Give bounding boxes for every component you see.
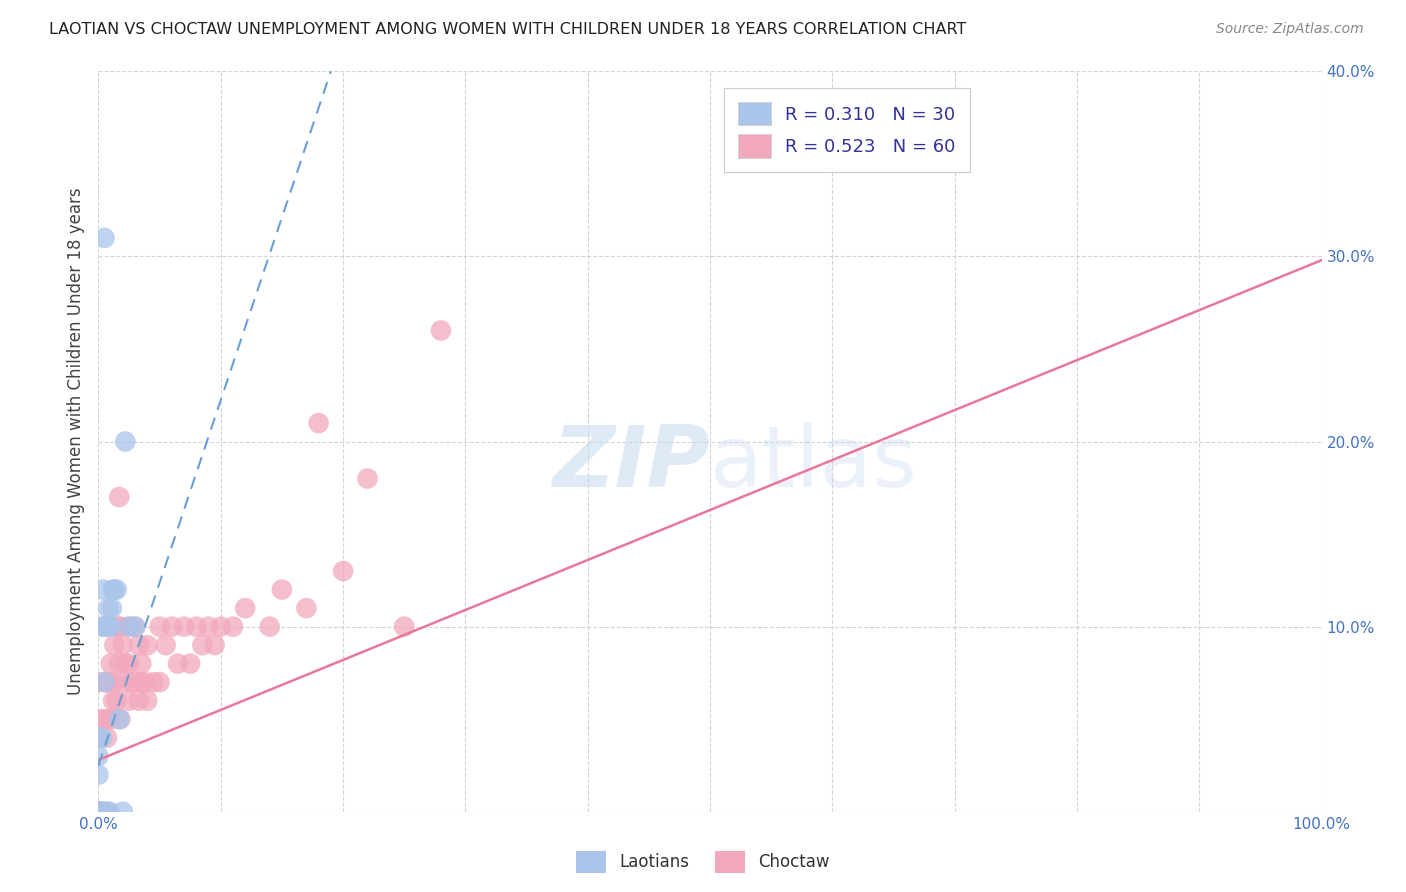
Point (118, 619, 141, 633)
Point (101, 694, 124, 708)
Point (197, 619, 219, 633)
Point (93, 619, 115, 633)
Point (103, 638, 125, 652)
Text: Source: ZipAtlas.com: Source: ZipAtlas.com (1216, 22, 1364, 37)
Point (129, 675, 152, 690)
Point (118, 657, 141, 671)
Point (87, 805, 110, 819)
Point (110, 619, 132, 633)
Point (124, 675, 146, 690)
Point (136, 694, 159, 708)
Point (209, 619, 232, 633)
Point (124, 619, 146, 633)
Point (259, 619, 281, 633)
Point (97, 601, 120, 615)
Legend: R = 0.310   N = 30, R = 0.523   N = 60: R = 0.310 N = 30, R = 0.523 N = 60 (724, 87, 970, 172)
Point (93, 231, 115, 245)
Point (120, 675, 142, 690)
Point (111, 675, 134, 690)
Point (105, 694, 128, 708)
Point (93, 675, 115, 690)
Text: atlas: atlas (710, 422, 918, 505)
Point (101, 601, 124, 615)
Point (136, 638, 159, 652)
Point (332, 564, 354, 578)
Point (111, 638, 134, 652)
Point (430, 324, 453, 338)
Point (97, 712, 120, 726)
Point (110, 712, 132, 726)
Point (108, 490, 131, 504)
Point (114, 657, 136, 671)
Point (87, 805, 110, 819)
Point (87, 749, 110, 764)
Point (96, 805, 118, 819)
Point (103, 582, 125, 597)
Point (93, 805, 115, 819)
Point (308, 416, 330, 430)
Point (149, 619, 172, 633)
Point (270, 582, 294, 597)
Point (97, 675, 120, 690)
Point (222, 619, 245, 633)
Point (87, 731, 110, 745)
Point (173, 619, 195, 633)
Point (155, 638, 177, 652)
Point (149, 675, 172, 690)
Point (91, 582, 114, 597)
Point (87, 675, 110, 690)
Point (111, 805, 134, 819)
Point (87, 805, 110, 819)
Point (167, 657, 190, 671)
Point (87, 805, 110, 819)
Point (160, 619, 183, 633)
Point (87, 805, 110, 819)
Point (100, 712, 122, 726)
Point (87, 805, 110, 819)
Point (124, 619, 146, 633)
Point (105, 582, 128, 597)
Point (134, 675, 156, 690)
Point (87, 712, 110, 726)
Point (91, 619, 114, 633)
Point (128, 694, 150, 708)
Point (93, 712, 115, 726)
Text: LAOTIAN VS CHOCTAW UNEMPLOYMENT AMONG WOMEN WITH CHILDREN UNDER 18 YEARS CORRELA: LAOTIAN VS CHOCTAW UNEMPLOYMENT AMONG WO… (49, 22, 966, 37)
Text: ZIP: ZIP (553, 422, 710, 505)
Point (98, 805, 121, 819)
Point (100, 657, 122, 671)
Point (179, 657, 201, 671)
Point (186, 619, 208, 633)
Point (204, 638, 226, 652)
Point (93, 675, 115, 690)
Point (91, 731, 114, 745)
Point (356, 471, 378, 485)
Point (114, 434, 136, 449)
Point (233, 601, 256, 615)
Point (91, 805, 114, 819)
Point (118, 619, 141, 633)
Point (191, 638, 214, 652)
Point (87, 805, 110, 819)
Point (97, 619, 120, 633)
Point (100, 619, 122, 633)
Legend: Laotians, Choctaw: Laotians, Choctaw (569, 845, 837, 880)
Point (142, 675, 165, 690)
Point (105, 619, 128, 633)
Point (295, 601, 318, 615)
Point (128, 638, 150, 652)
Point (129, 657, 152, 671)
Point (87, 805, 110, 819)
Point (108, 657, 131, 671)
Point (108, 712, 131, 726)
Point (96, 731, 118, 745)
Point (87, 767, 110, 781)
Point (103, 675, 125, 690)
Point (101, 582, 124, 597)
Y-axis label: Unemployment Among Women with Children Under 18 years: Unemployment Among Women with Children U… (66, 187, 84, 696)
Point (118, 694, 141, 708)
Point (392, 619, 416, 633)
